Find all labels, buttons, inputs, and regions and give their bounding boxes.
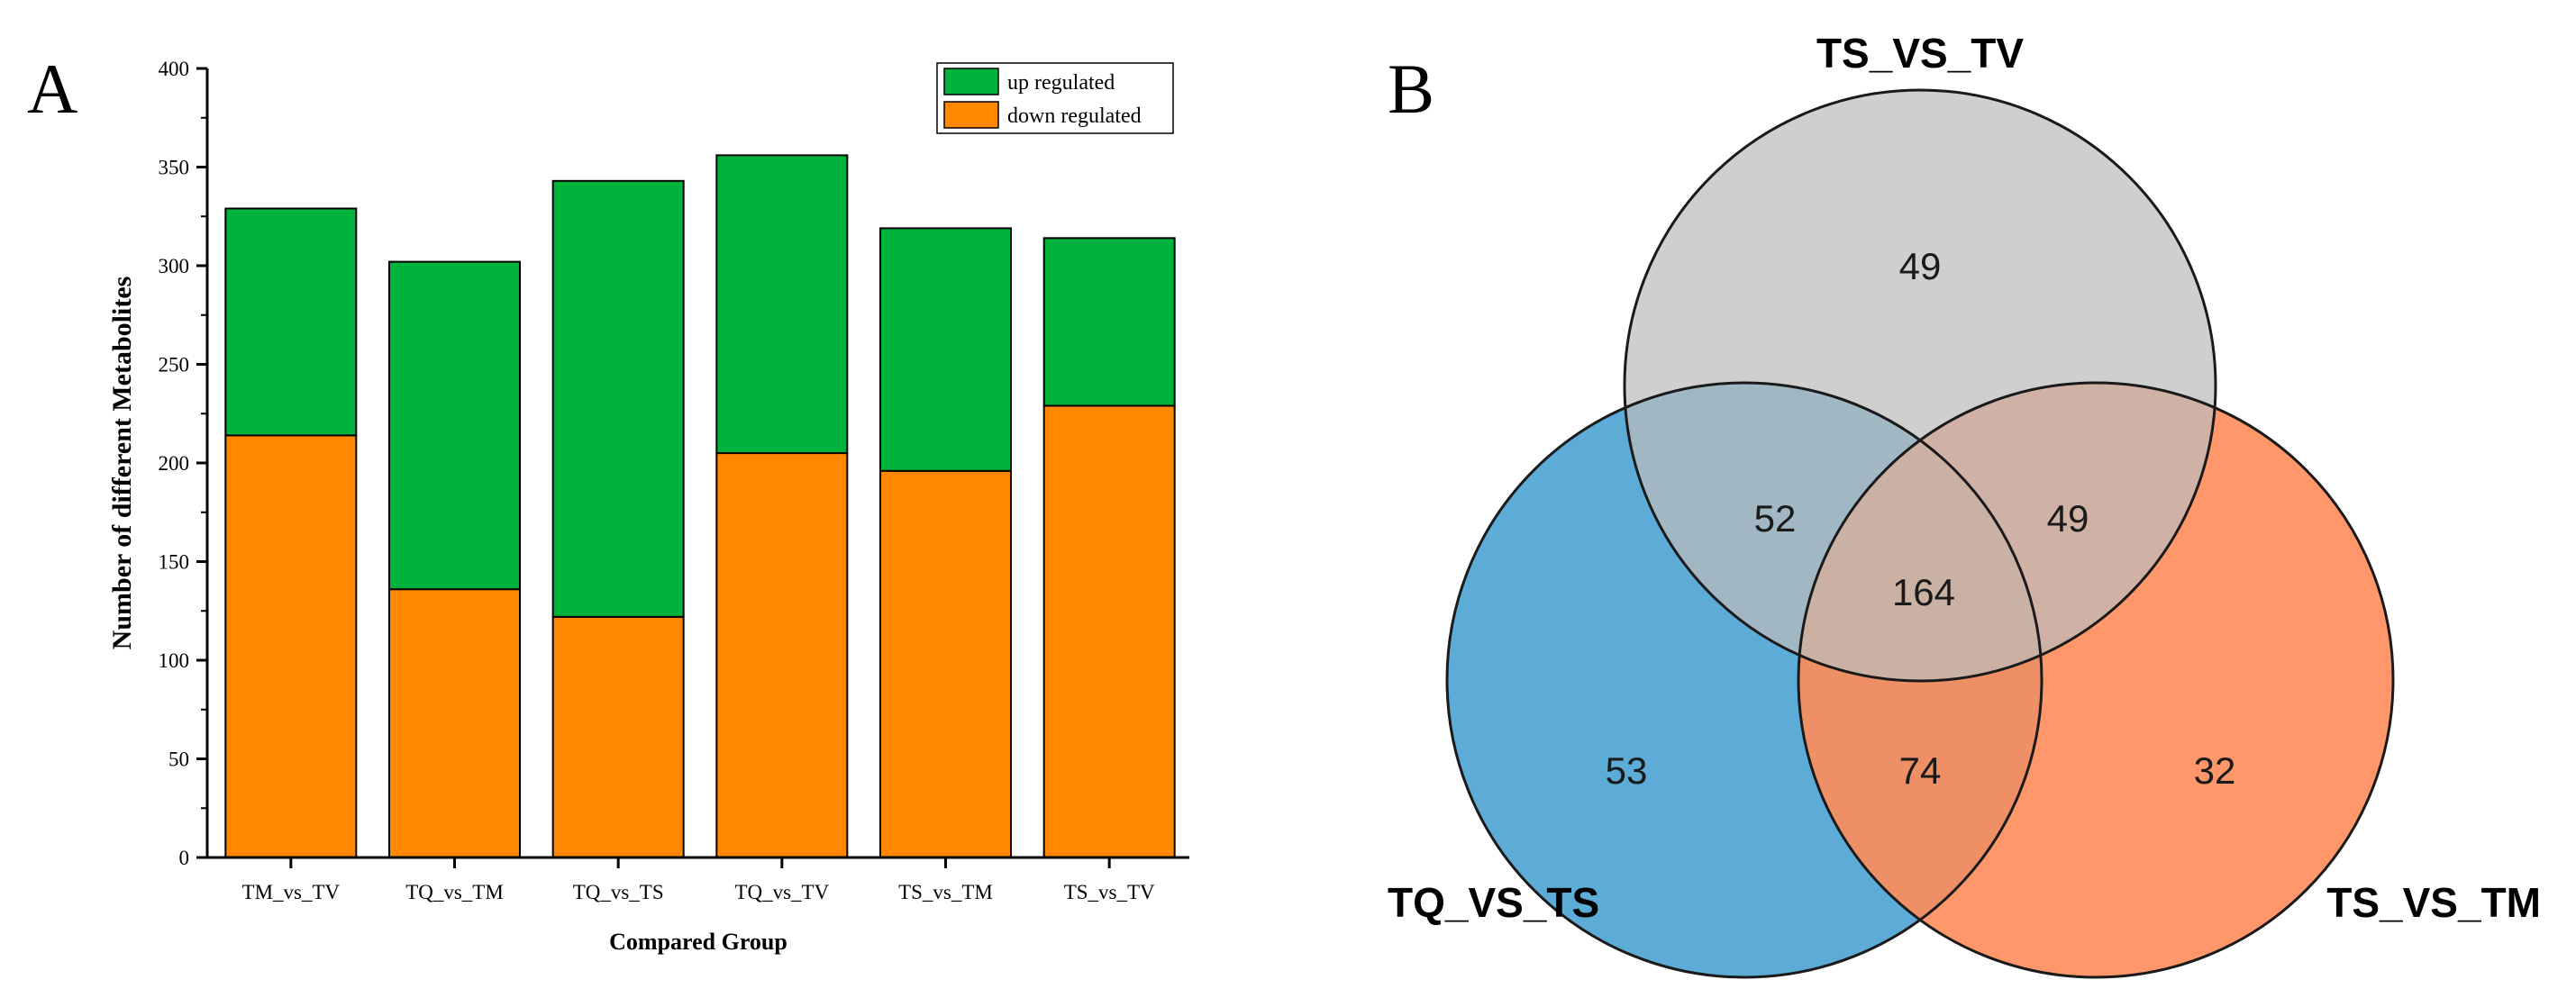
bar-up-tq-vs-tv [715, 154, 849, 455]
bar-down-ts-vs-tv [1042, 404, 1176, 858]
venn-value-ts-only: 53 [1606, 749, 1648, 792]
venn-value-tv-ts: 52 [1754, 497, 1797, 540]
x-axis-ticks: TM_vs_TV TQ_vs_TM TQ_vs_TS TQ_vs_TV TS_vs_TM… [242, 857, 1155, 903]
y-axis-label: Number of different Metabolites [107, 277, 137, 650]
legend-label-down: down regulated [1007, 104, 1142, 128]
y-tick-label: 200 [159, 452, 190, 475]
x-tick-label: TS_vs_TM [898, 881, 993, 903]
bar-down-tq-vs-tm [388, 588, 521, 858]
y-tick-label: 150 [159, 551, 190, 574]
bar-chart: 0 50 100 150 200 250 300 350 400 TM_vs_TV TQ_vs_T… [107, 58, 1189, 955]
bar-up-ts-vs-tm [879, 227, 1012, 472]
bar-down-tq-vs-tv [715, 452, 849, 858]
venn-value-tm-only: 32 [2194, 749, 2236, 792]
bar-up-tm-vs-tv [224, 207, 358, 437]
venn-region-values: 49 52 49 164 53 74 32 [1606, 245, 2236, 792]
y-axis-ticks: 0 50 100 150 200 250 300 350 400 [159, 58, 207, 869]
x-tick-label: TQ_vs_TS [573, 881, 664, 903]
y-tick-label: 250 [159, 354, 190, 376]
venn-value-all: 164 [1892, 571, 1955, 613]
y-tick-label: 350 [159, 157, 190, 179]
bar-group [224, 154, 1176, 858]
y-tick-label: 100 [159, 649, 190, 672]
chart-legend: up regulated down regulated [936, 62, 1174, 134]
venn-value-tv-tm: 49 [2047, 497, 2089, 540]
venn-diagram: TS_VS_TV TQ_VS_TS TS_VS_TM 49 52 49 164 … [1388, 30, 2541, 979]
venn-circle-ts-vs-tv [1625, 90, 2216, 681]
panel-a-label: A [27, 50, 77, 128]
x-axis-label: Compared Group [609, 929, 787, 955]
x-tick-label: TM_vs_TV [242, 881, 341, 903]
venn-outline-ts-vs-tv [1623, 88, 2217, 683]
y-tick-label: 50 [168, 748, 189, 771]
y-tick-label: 0 [179, 847, 190, 869]
bar-down-tq-vs-ts [551, 615, 685, 858]
legend-swatch-up [943, 68, 999, 95]
venn-set-label-ts-vs-tm: TS_VS_TM [2326, 879, 2541, 926]
x-tick-label: TQ_vs_TM [405, 881, 504, 903]
venn-set-label-tq-vs-ts: TQ_VS_TS [1388, 879, 1599, 926]
venn-outline-tq-vs-ts [1445, 381, 2044, 979]
x-tick-label: TS_vs_TV [1064, 881, 1155, 903]
bar-down-ts-vs-tm [879, 469, 1012, 858]
venn-value-tv-only: 49 [1899, 245, 1942, 287]
y-tick-label: 300 [159, 255, 190, 277]
bar-up-tq-vs-tm [388, 260, 521, 591]
y-tick-label: 400 [159, 58, 190, 80]
panel-b-label: B [1388, 50, 1434, 128]
x-tick-label: TQ_vs_TV [734, 881, 829, 903]
bar-down-tm-vs-tv [224, 434, 358, 858]
venn-value-ts-tm: 74 [1899, 749, 1942, 792]
bar-up-tq-vs-ts [551, 179, 685, 618]
bar-up-ts-vs-tv [1042, 237, 1176, 407]
legend-swatch-down [943, 101, 999, 129]
venn-set-label-ts-vs-tv: TS_VS_TV [1816, 30, 2024, 77]
venn-outline-ts-vs-tm [1797, 381, 2395, 979]
legend-label-up: up regulated [1007, 71, 1115, 95]
